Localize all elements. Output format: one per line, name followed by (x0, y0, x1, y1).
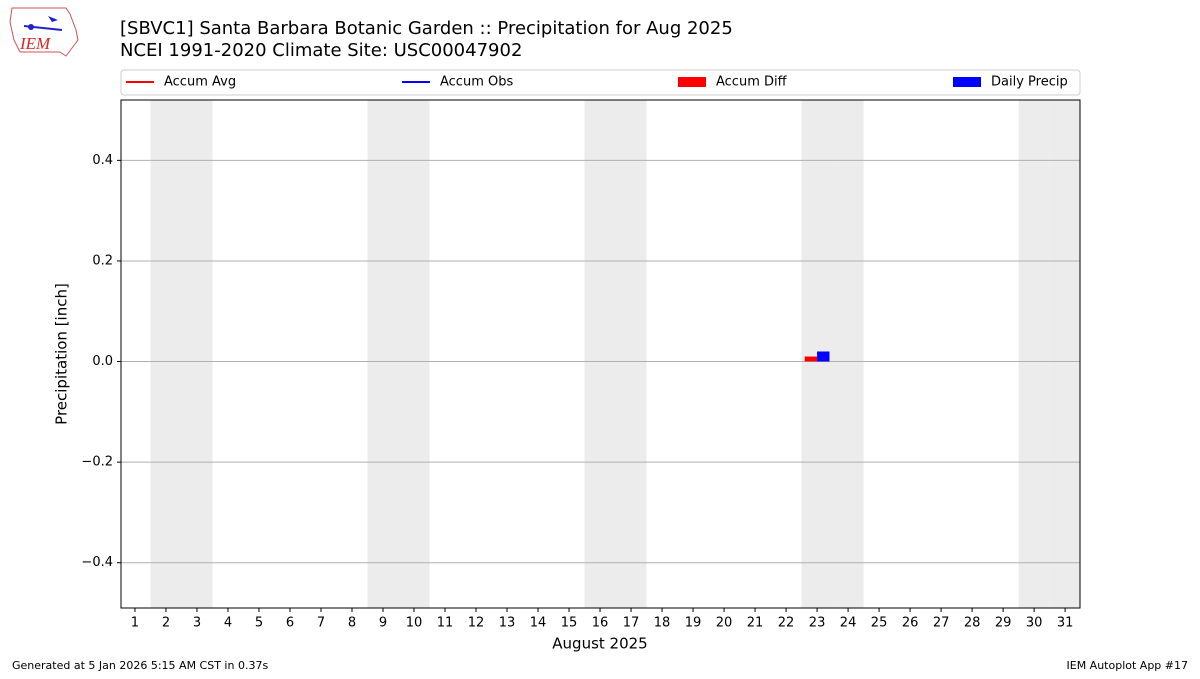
x-tick-label: 6 (286, 616, 294, 631)
logo-text: IEM (19, 34, 51, 53)
y-tick-label: 0.0 (92, 354, 113, 369)
y-tick-label: 0.4 (92, 153, 113, 168)
x-tick-label: 20 (716, 616, 733, 631)
bar (804, 356, 818, 362)
legend-box (120, 69, 1081, 96)
x-tick-label: 12 (468, 616, 485, 631)
legend-swatch (678, 77, 706, 87)
legend-label: Accum Diff (716, 75, 788, 90)
y-tick-label: −0.4 (81, 555, 113, 570)
footer-left: Generated at 5 Jan 2026 5:15 AM CST in 0… (12, 659, 268, 672)
x-tick-label: 24 (840, 616, 857, 631)
weekend-band (1049, 100, 1080, 608)
y-axis-label: Precipitation [inch] (53, 283, 71, 425)
x-axis-label: August 2025 (552, 635, 647, 653)
plot-frame (120, 99, 1081, 609)
x-tick-label: 10 (406, 616, 423, 631)
legend-label: Daily Precip (991, 75, 1068, 90)
x-tick-label: 8 (348, 616, 356, 631)
x-tick-label: 22 (778, 616, 795, 631)
x-tick-label: 13 (499, 616, 516, 631)
x-tick-label: 30 (1026, 616, 1043, 631)
logo: IEM (9, 7, 79, 57)
x-tick-label: 25 (871, 616, 888, 631)
x-tick-label: 7 (317, 616, 325, 631)
legend-label: Accum Obs (440, 75, 513, 90)
x-tick-label: 23 (809, 616, 826, 631)
bar (817, 351, 830, 362)
weekend-band (398, 100, 430, 608)
x-tick-label: 18 (654, 616, 671, 631)
weekend-band (150, 100, 182, 608)
x-tick-label: 16 (592, 616, 609, 631)
x-tick-label: 3 (193, 616, 201, 631)
x-tick-label: 28 (964, 616, 981, 631)
x-tick-label: 1 (131, 616, 139, 631)
chart-subtitle: NCEI 1991-2020 Climate Site: USC00047902 (120, 40, 522, 61)
x-tick-label: 4 (224, 616, 232, 631)
x-tick-label: 14 (530, 616, 547, 631)
weekend-band (615, 100, 647, 608)
x-tick-label: 17 (623, 616, 640, 631)
x-tick-label: 15 (561, 616, 578, 631)
x-tick-label: 29 (995, 616, 1012, 631)
weekend-band (1018, 100, 1050, 608)
weekend-band (832, 100, 864, 608)
footer-right: IEM Autoplot App #17 (1067, 659, 1189, 672)
x-tick-label: 5 (255, 616, 263, 631)
y-tick-label: 0.2 (92, 253, 113, 268)
chart-title: [SBVC1] Santa Barbara Botanic Garden :: … (120, 18, 733, 39)
legend-swatch (953, 77, 981, 87)
x-tick-label: 11 (437, 616, 454, 631)
weekend-band (367, 100, 399, 608)
x-tick-label: 21 (747, 616, 764, 631)
x-tick-label: 27 (933, 616, 950, 631)
y-tick-label: −0.2 (81, 455, 113, 470)
x-tick-label: 9 (379, 616, 387, 631)
legend-label: Accum Avg (164, 75, 236, 90)
weekend-band (181, 100, 213, 608)
weekend-band (584, 100, 616, 608)
x-tick-label: 31 (1057, 616, 1074, 631)
x-tick-label: 2 (162, 616, 170, 631)
x-tick-label: 26 (902, 616, 919, 631)
x-tick-label: 19 (685, 616, 702, 631)
